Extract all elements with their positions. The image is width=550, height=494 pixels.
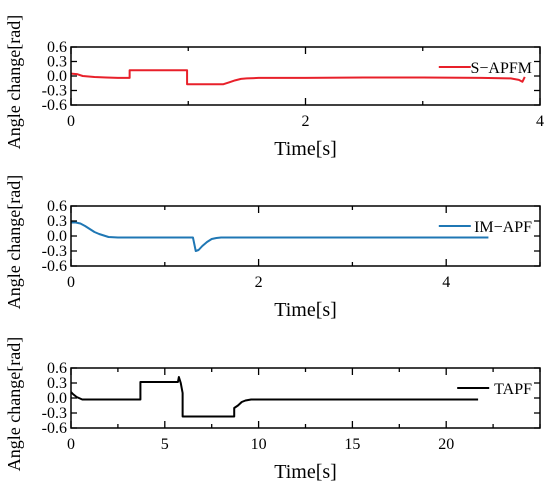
x-axis-label: Time[s]: [274, 299, 337, 321]
legend-label: IM−APF: [474, 219, 532, 236]
y-tick-label: -0.3: [42, 83, 67, 100]
y-tick-label: -0.6: [42, 420, 67, 437]
y-tick-label: -0.6: [42, 97, 67, 114]
chart-panel-2: IM−APF 0.60.30.0-0.3-0.60 2 4 Time[s] Angle c…: [4, 175, 541, 321]
y-axis-label: Angle change[rad]: [4, 337, 24, 471]
chart-panel-1: S−APFM 0.60.30.0-0.3-0.60 2 4 Time[s] Angle c…: [4, 15, 544, 160]
x-tick-label: 15: [344, 436, 360, 453]
y-tick-label: 0.6: [47, 360, 67, 377]
series-line-1: [71, 221, 489, 252]
y-axis-label: Angle change[rad]: [4, 15, 24, 149]
legend-label: TAPF: [494, 381, 532, 398]
x-tick-label: 4: [442, 274, 450, 291]
x-tick-label: 20: [438, 436, 454, 453]
series-line-1: [71, 69, 526, 86]
y-tick-label: 0.3: [47, 375, 67, 392]
chart-panel-3: TAPF 0.60.30.0-0.3-0.60 5 10 15 20 Time[s] Angl…: [4, 337, 541, 483]
x-tick-label: 2: [302, 113, 310, 130]
y-axis-label: Angle change[rad]: [4, 175, 24, 309]
series-line-1: [71, 376, 479, 418]
y-tick-label: -0.6: [42, 258, 67, 275]
y-tick-label: -0.3: [42, 405, 67, 422]
x-tick-label: 0: [67, 113, 75, 130]
x-tick-label: 0: [67, 436, 75, 453]
legend-label: S−APFM: [471, 60, 533, 77]
x-tick-label: 0: [67, 274, 75, 291]
y-tick-label: 0.6: [47, 198, 67, 215]
y-tick-label: 0.0: [47, 228, 67, 245]
y-tick-label: 0.6: [47, 39, 67, 56]
x-axis-label: Time[s]: [274, 461, 337, 483]
y-tick-label: -0.3: [42, 243, 67, 260]
y-tick-label: 0.3: [47, 213, 67, 230]
y-tick-label: 0.0: [47, 390, 67, 407]
x-tick-label: 5: [161, 436, 169, 453]
y-tick-label: 0.0: [47, 68, 67, 85]
x-tick-label: 10: [251, 436, 267, 453]
x-tick-label: 2: [255, 274, 263, 291]
x-tick-label: 4: [536, 113, 544, 130]
y-tick-label: 0.3: [47, 54, 67, 71]
plot-frame: [70, 205, 541, 267]
x-axis-label: Time[s]: [274, 138, 337, 160]
